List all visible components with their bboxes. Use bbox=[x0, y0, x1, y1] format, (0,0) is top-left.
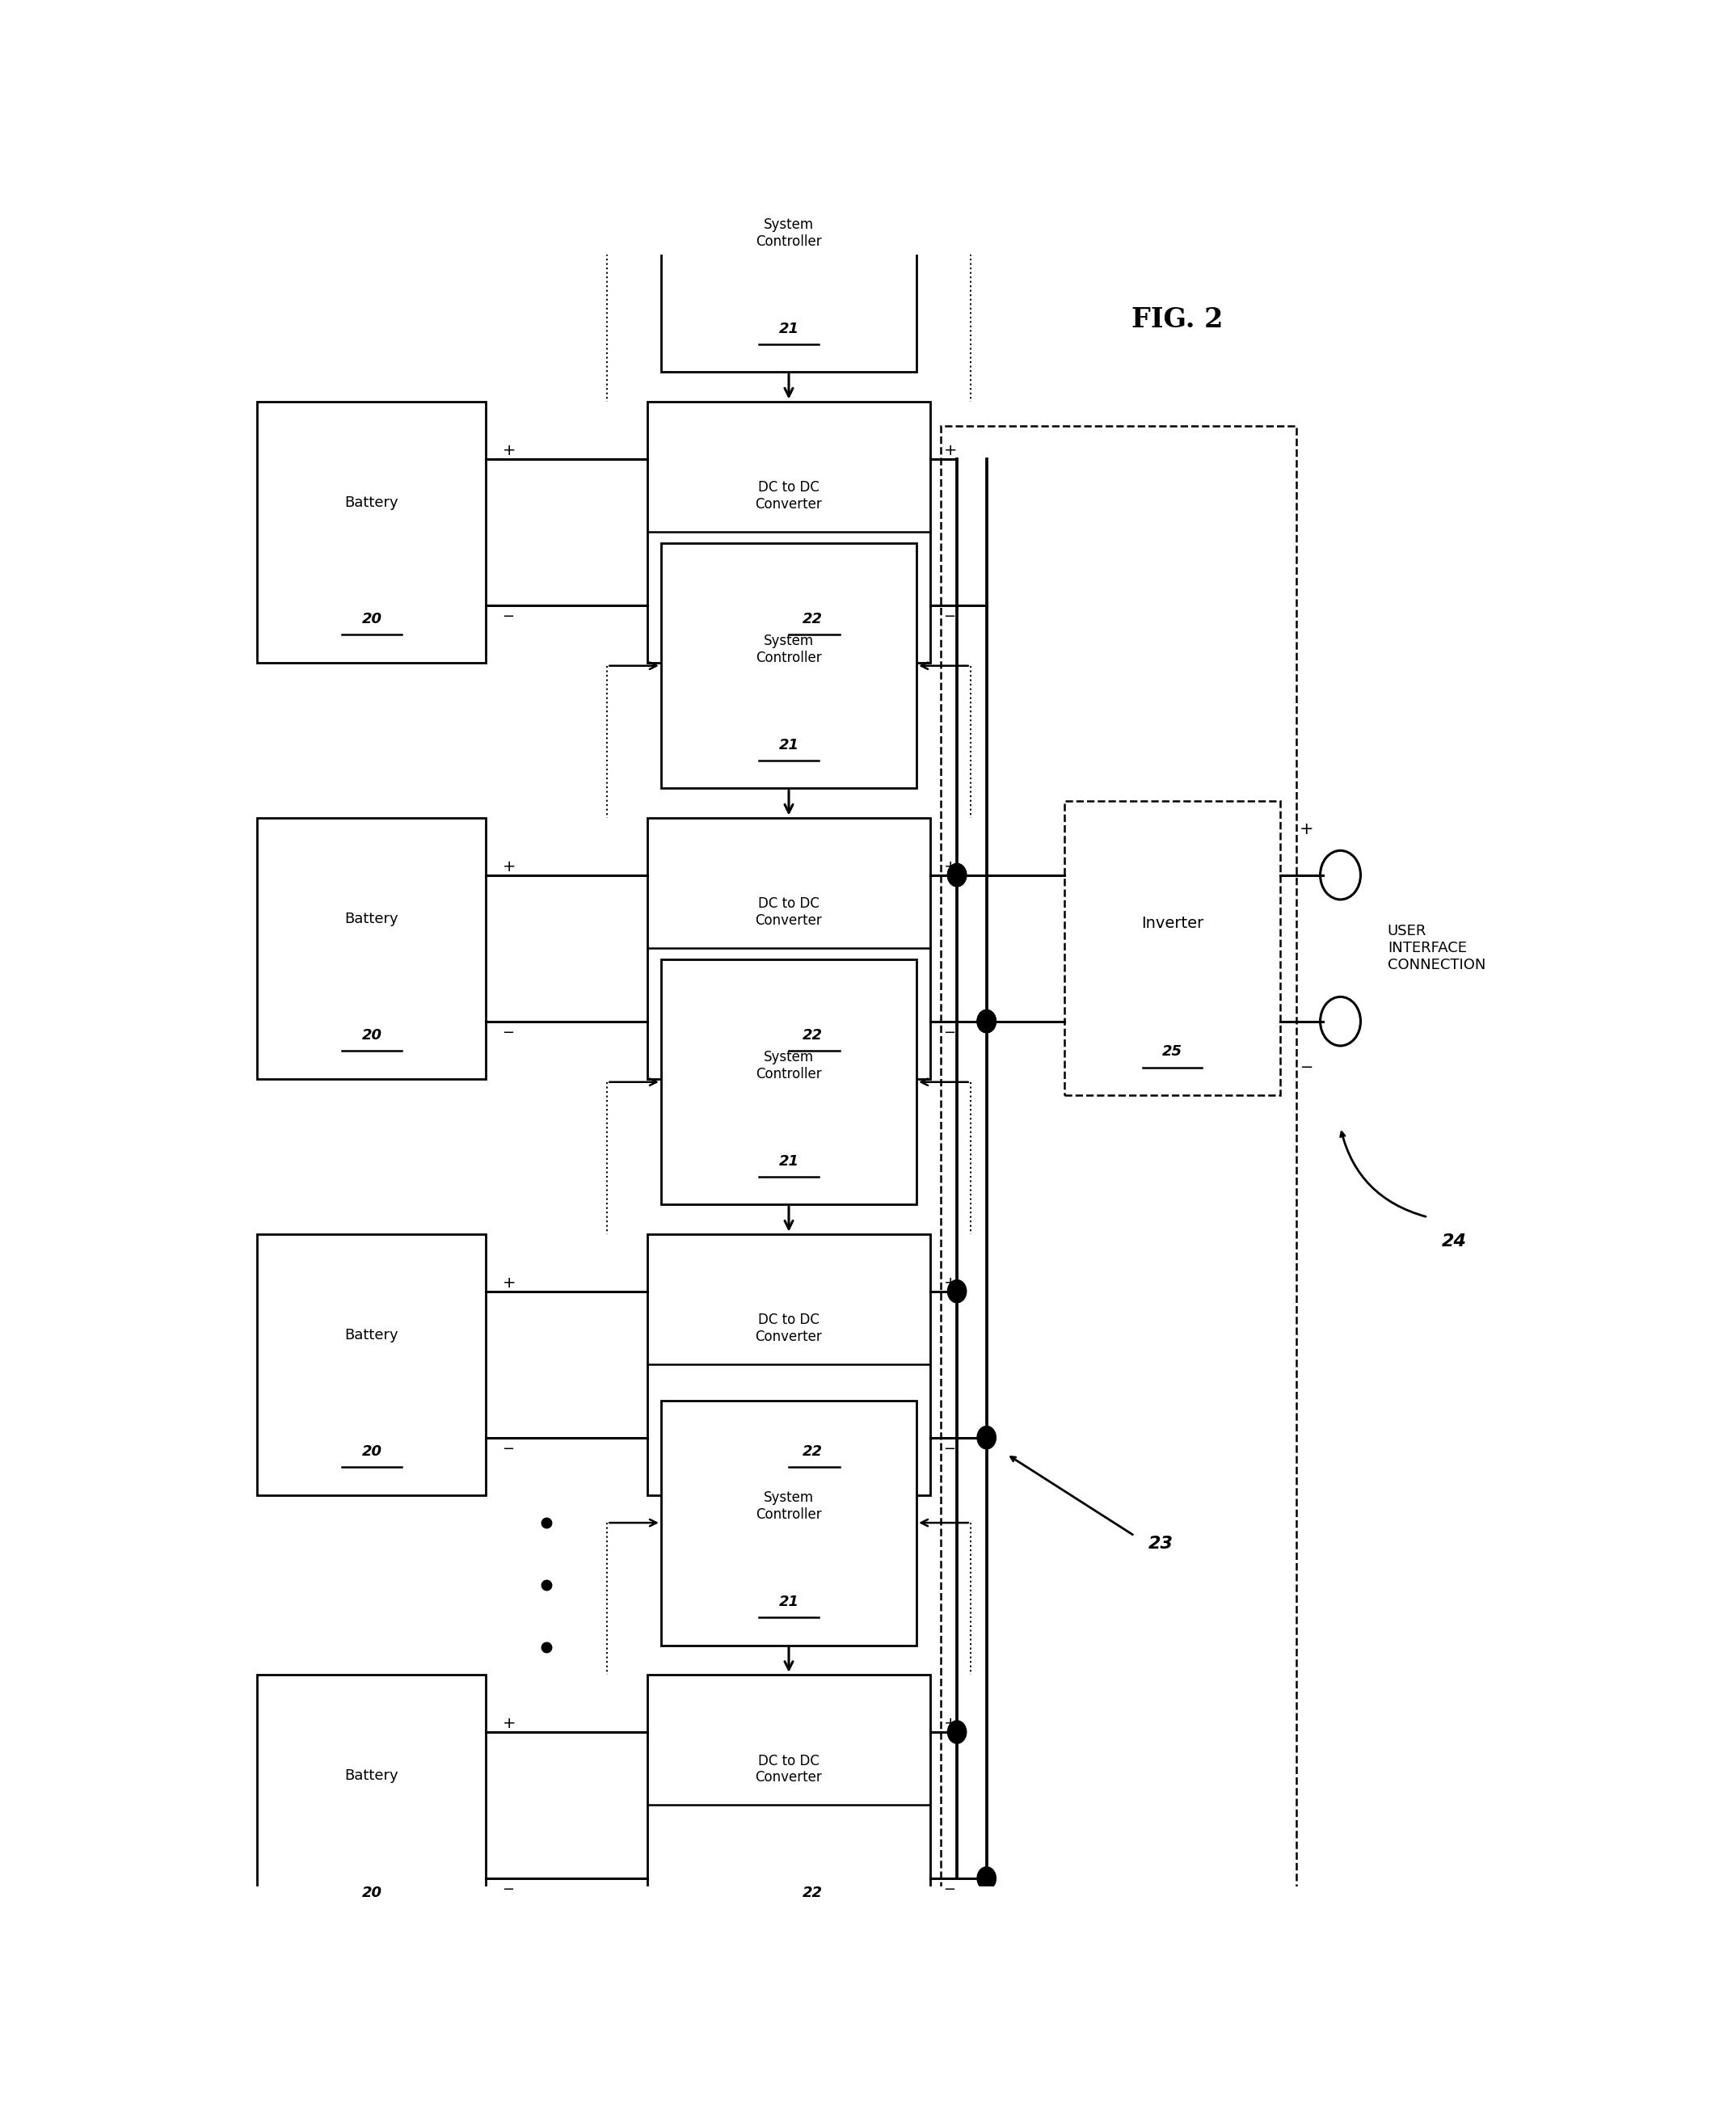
Bar bbox=[661, 1401, 917, 1645]
Text: −: − bbox=[944, 1883, 957, 1897]
Bar bbox=[648, 401, 930, 661]
Bar bbox=[648, 1234, 930, 1495]
Circle shape bbox=[948, 863, 967, 886]
Circle shape bbox=[977, 1009, 996, 1032]
Text: Battery: Battery bbox=[345, 1768, 399, 1783]
Circle shape bbox=[977, 1868, 996, 1889]
Circle shape bbox=[977, 1427, 996, 1448]
Text: DC to DC
Converter: DC to DC Converter bbox=[755, 897, 823, 929]
Text: Battery: Battery bbox=[345, 912, 399, 926]
Circle shape bbox=[977, 1009, 996, 1032]
Text: 25: 25 bbox=[1161, 1045, 1182, 1060]
Text: −: − bbox=[944, 1442, 957, 1456]
Circle shape bbox=[948, 863, 967, 886]
Text: System
Controller: System Controller bbox=[755, 1490, 821, 1522]
Text: −: − bbox=[1300, 1060, 1314, 1075]
Bar bbox=[648, 818, 930, 1079]
Bar bbox=[257, 818, 486, 1079]
Text: Inverter: Inverter bbox=[1141, 916, 1203, 931]
Text: System
Controller: System Controller bbox=[755, 218, 821, 248]
Text: +: + bbox=[502, 443, 516, 458]
Bar bbox=[661, 543, 917, 789]
Text: System
Controller: System Controller bbox=[755, 634, 821, 666]
Text: +: + bbox=[1300, 820, 1314, 837]
Text: 21: 21 bbox=[779, 322, 799, 335]
Text: 22: 22 bbox=[802, 1885, 823, 1900]
Bar bbox=[941, 426, 1297, 1910]
Text: 20: 20 bbox=[361, 1028, 382, 1043]
Bar bbox=[1064, 801, 1279, 1096]
Text: DC to DC
Converter: DC to DC Converter bbox=[755, 1312, 823, 1344]
Circle shape bbox=[948, 1721, 967, 1743]
Text: 22: 22 bbox=[802, 613, 823, 628]
Text: DC to DC
Converter: DC to DC Converter bbox=[755, 1753, 823, 1785]
Text: 20: 20 bbox=[361, 1444, 382, 1459]
Text: 21: 21 bbox=[779, 1594, 799, 1609]
Text: FIG. 2: FIG. 2 bbox=[1132, 307, 1224, 333]
Text: +: + bbox=[502, 1717, 516, 1732]
Text: Battery: Battery bbox=[345, 496, 399, 509]
Text: 22: 22 bbox=[802, 1444, 823, 1459]
Text: −: − bbox=[502, 1026, 514, 1041]
Text: +: + bbox=[944, 1717, 957, 1732]
Bar bbox=[257, 401, 486, 661]
Circle shape bbox=[948, 1280, 967, 1302]
Text: 20: 20 bbox=[361, 613, 382, 628]
Text: −: − bbox=[502, 1442, 514, 1456]
Text: −: − bbox=[944, 608, 957, 623]
Bar bbox=[661, 127, 917, 371]
Text: USER
INTERFACE
CONNECTION: USER INTERFACE CONNECTION bbox=[1387, 924, 1486, 973]
Text: +: + bbox=[502, 859, 516, 876]
Text: 20: 20 bbox=[361, 1885, 382, 1900]
Text: +: + bbox=[944, 859, 957, 876]
Text: Battery: Battery bbox=[345, 1327, 399, 1342]
Bar bbox=[661, 960, 917, 1204]
Bar bbox=[257, 1675, 486, 1936]
Text: 22: 22 bbox=[802, 1028, 823, 1043]
Text: System
Controller: System Controller bbox=[755, 1049, 821, 1081]
Bar bbox=[648, 1675, 930, 1936]
Text: DC to DC
Converter: DC to DC Converter bbox=[755, 481, 823, 511]
Text: 21: 21 bbox=[779, 738, 799, 753]
Text: −: − bbox=[944, 1026, 957, 1041]
Text: +: + bbox=[502, 1276, 516, 1291]
Text: 24: 24 bbox=[1441, 1234, 1467, 1251]
Text: 21: 21 bbox=[779, 1153, 799, 1168]
Text: 23: 23 bbox=[1147, 1535, 1174, 1552]
Bar bbox=[257, 1234, 486, 1495]
Text: +: + bbox=[944, 443, 957, 458]
Text: −: − bbox=[502, 608, 514, 623]
Text: −: − bbox=[502, 1883, 514, 1897]
Text: +: + bbox=[944, 1276, 957, 1291]
